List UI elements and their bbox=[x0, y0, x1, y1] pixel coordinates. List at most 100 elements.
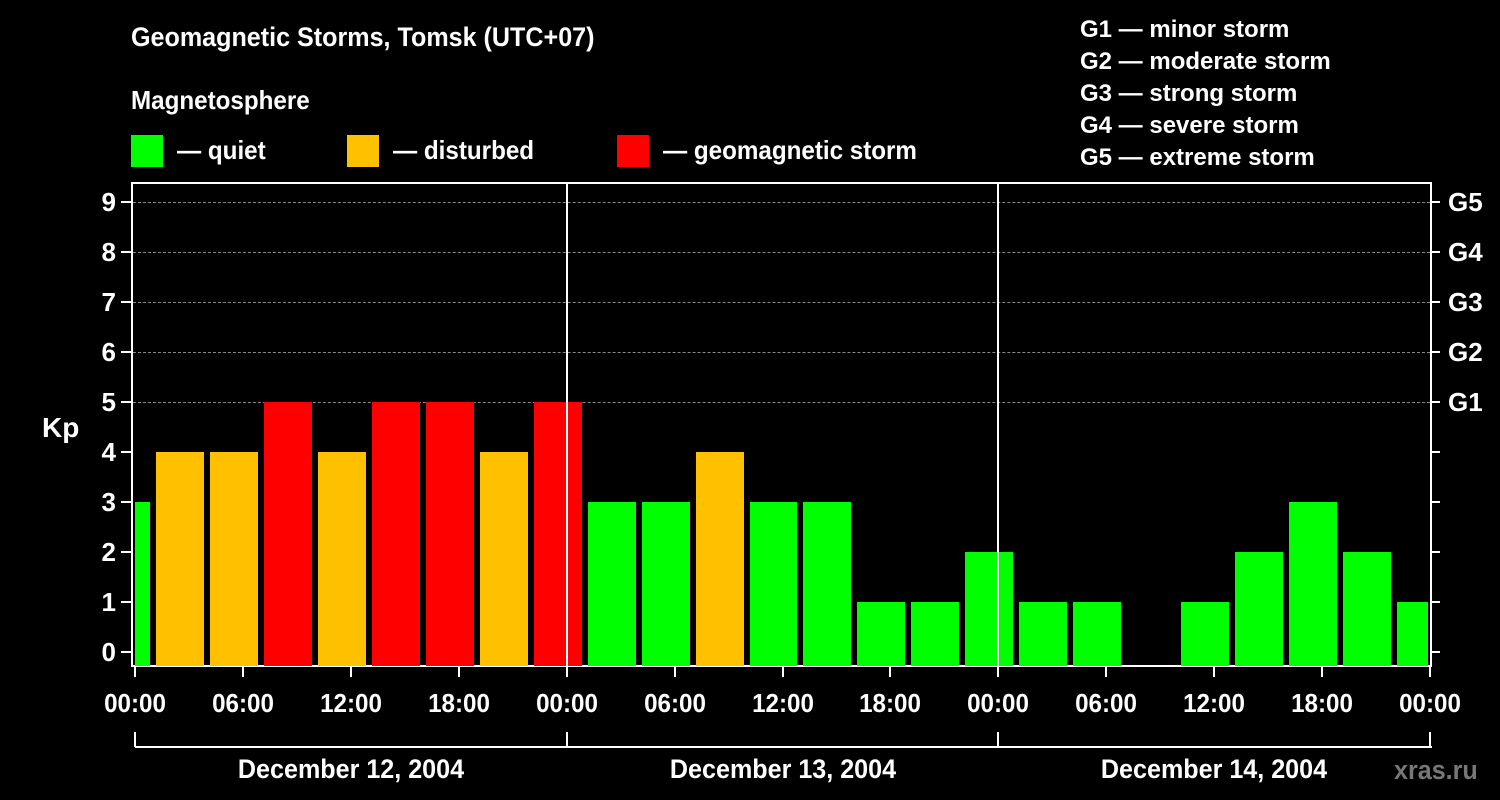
kp-bar bbox=[857, 602, 906, 666]
kp-bar bbox=[965, 552, 1014, 666]
x-tick-label: 18:00 bbox=[859, 688, 922, 718]
legend-quiet: — quiet bbox=[131, 134, 272, 167]
y-tick bbox=[121, 251, 131, 253]
kp-bar bbox=[587, 502, 636, 666]
kp-bar bbox=[1289, 502, 1338, 666]
right-tick bbox=[1430, 251, 1440, 253]
right-tick bbox=[1430, 551, 1440, 553]
kp-bar bbox=[1073, 602, 1122, 666]
x-tick-label: 18:00 bbox=[427, 688, 490, 718]
y-tick bbox=[121, 651, 131, 653]
y-tick-label: 6 bbox=[101, 337, 116, 367]
kp-bar bbox=[803, 502, 852, 666]
x-tick bbox=[457, 667, 460, 677]
kp-bar bbox=[425, 402, 474, 666]
x-tick bbox=[1321, 667, 1324, 677]
x-tick-label: 06:00 bbox=[1075, 688, 1138, 718]
x-tick bbox=[241, 667, 244, 677]
y-tick bbox=[121, 501, 131, 503]
kp-bar bbox=[1181, 602, 1230, 666]
watermark: xras.ru bbox=[1394, 755, 1478, 785]
g-scale-legend: G1 — minor storm G2 — moderate storm G3 … bbox=[1080, 14, 1331, 174]
legend-swatch-storm bbox=[617, 134, 649, 167]
kp-bar bbox=[911, 602, 960, 666]
right-tick bbox=[1430, 651, 1440, 653]
y-tick-label: 3 bbox=[101, 487, 116, 517]
kp-bar bbox=[209, 452, 258, 666]
x-tick bbox=[997, 667, 1000, 677]
y-tick bbox=[121, 401, 131, 403]
x-tick-label: 12:00 bbox=[1183, 688, 1246, 718]
g-scale-item: G3 — strong storm bbox=[1080, 80, 1298, 107]
kp-bar bbox=[1397, 602, 1428, 666]
gridline bbox=[133, 252, 1430, 253]
kp-bar bbox=[155, 452, 204, 666]
kp-bar bbox=[1343, 552, 1392, 666]
day-separator bbox=[997, 182, 1000, 667]
y-tick-label: 4 bbox=[101, 437, 116, 467]
gridline bbox=[133, 352, 1430, 353]
kp-bar bbox=[263, 402, 312, 666]
legend-disturbed: — disturbed bbox=[347, 134, 545, 167]
x-tick-label: 18:00 bbox=[1291, 688, 1354, 718]
date-label: December 13, 2004 bbox=[669, 754, 896, 784]
right-tick bbox=[1430, 351, 1440, 353]
y-tick bbox=[121, 451, 131, 453]
g-scale-item: G1 — minor storm bbox=[1080, 16, 1290, 43]
legend-swatch-quiet bbox=[131, 134, 163, 167]
right-tick bbox=[1430, 601, 1440, 603]
kp-bar bbox=[1019, 602, 1068, 666]
g-level-label: G2 bbox=[1448, 337, 1483, 367]
chart-title: Geomagnetic Storms, Tomsk (UTC+07) bbox=[131, 22, 595, 52]
x-tick bbox=[565, 667, 568, 677]
y-tick bbox=[121, 201, 131, 203]
date-bracket-tick bbox=[1429, 732, 1431, 747]
date-bracket bbox=[135, 746, 1432, 748]
y-tick-label: 9 bbox=[101, 187, 116, 217]
legend-swatch-disturbed bbox=[347, 134, 379, 167]
y-tick-label: 1 bbox=[101, 587, 116, 617]
gridline bbox=[133, 302, 1430, 303]
x-tick bbox=[1105, 667, 1108, 677]
date-bracket-tick bbox=[997, 732, 1000, 747]
kp-bar bbox=[749, 502, 798, 666]
kp-bar bbox=[641, 502, 690, 666]
y-tick-label: 5 bbox=[101, 387, 116, 417]
x-tick bbox=[889, 667, 892, 677]
kp-bar bbox=[533, 402, 582, 666]
kp-bar bbox=[479, 452, 528, 666]
x-tick-label: 06:00 bbox=[643, 688, 706, 718]
kp-bar bbox=[135, 502, 150, 666]
right-tick bbox=[1430, 451, 1440, 453]
x-tick bbox=[349, 667, 352, 677]
date-label: December 12, 2004 bbox=[237, 754, 464, 784]
x-tick-label: 00:00 bbox=[104, 688, 166, 718]
y-tick bbox=[121, 301, 131, 303]
g-level-label: G3 bbox=[1448, 287, 1483, 317]
date-bracket-tick bbox=[134, 732, 136, 747]
day-separator bbox=[565, 182, 568, 667]
x-tick-label: 12:00 bbox=[319, 688, 382, 718]
y-tick-label: 2 bbox=[101, 537, 116, 567]
g-scale-item: G5 — extreme storm bbox=[1080, 144, 1315, 171]
g-level-label: G5 bbox=[1448, 187, 1483, 217]
x-tick bbox=[673, 667, 676, 677]
x-tick bbox=[134, 667, 136, 677]
x-tick bbox=[1213, 667, 1216, 677]
legend-label: — geomagnetic storm bbox=[663, 135, 917, 165]
plot-frame bbox=[131, 182, 1432, 667]
x-tick-label: 00:00 bbox=[1399, 688, 1461, 718]
legend-storm: — geomagnetic storm bbox=[617, 134, 936, 167]
date-bracket-tick bbox=[565, 732, 568, 747]
kp-bar bbox=[1235, 552, 1284, 666]
y-tick bbox=[121, 351, 131, 353]
x-tick-label: 00:00 bbox=[967, 688, 1030, 718]
g-level-label: G4 bbox=[1448, 237, 1483, 267]
y-tick bbox=[121, 551, 131, 553]
legend-label: — disturbed bbox=[393, 135, 535, 165]
date-label: December 14, 2004 bbox=[1101, 754, 1328, 784]
right-tick bbox=[1430, 201, 1440, 203]
x-tick bbox=[781, 667, 784, 677]
g-scale-item: G2 — moderate storm bbox=[1080, 48, 1331, 75]
y-tick-label: 8 bbox=[101, 237, 116, 267]
